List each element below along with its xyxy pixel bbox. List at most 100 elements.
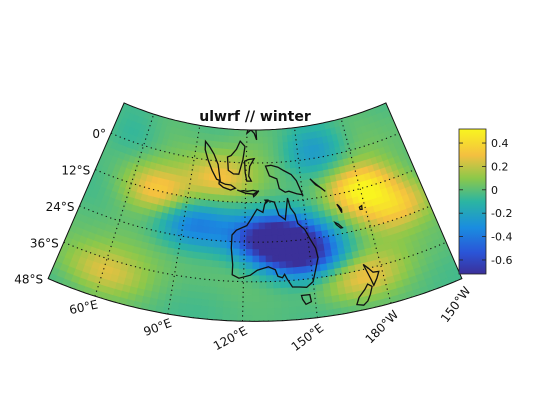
heatmap-cell [240,228,248,236]
heatmap-cell [243,136,249,144]
heatmap-cell [247,142,254,151]
heatmap-cell [196,224,204,233]
heatmap-cell [272,135,279,144]
heatmap-cell [198,205,207,214]
heatmap-cell [267,142,274,150]
heatmap-cell [252,202,260,210]
heatmap-cell [252,301,261,309]
heatmap-cell [316,289,325,299]
heatmap-cell [224,280,233,289]
heatmap-cell [252,255,260,263]
heatmap-cell [296,312,306,320]
heatmap-cell [266,300,275,309]
heatmap-cell [262,142,269,151]
heatmap-cell [221,227,229,236]
heatmap-cell [186,296,196,305]
heatmap-cell [208,226,217,235]
heatmap-cell [258,188,265,197]
heatmap-cell [252,241,260,250]
heatmap-cell [226,241,235,249]
heatmap-cell [232,247,241,256]
colorbar-tick-label: 0.4 [491,137,509,150]
heatmap-cell [267,129,274,137]
heatmap-cell [279,267,288,275]
heatmap-cell [185,303,195,312]
tasmania-coastline [300,293,313,306]
heatmap-cell [230,300,239,309]
heatmap-cell [187,243,196,252]
heatmap-cell [189,277,198,286]
heatmap-cell [258,149,264,157]
heatmap-cell [293,272,302,281]
heatmap-cell [317,296,326,305]
heatmap-cell [194,237,203,246]
colorbar: 0.4 0.2 0 -0.2 -0.4 -0.6 [458,128,512,275]
heatmap-cell [303,304,313,313]
heatmap-cell [292,259,301,268]
heatmap-cell [271,241,280,249]
heatmap-cell [210,272,219,281]
lon-tick-label: 60°E [68,297,99,317]
heatmap-cell [267,314,276,322]
heatmap-cell [273,287,282,295]
heatmap-cell [291,252,300,261]
heatmap-cell [285,180,293,189]
heatmap-cell [208,292,218,301]
vanuatu-coastline [336,203,343,214]
heatmap-cell [222,207,230,216]
heatmap-cell [252,307,261,316]
heatmap-cell [270,221,278,229]
heatmap-cell [201,232,210,241]
heatmap-cell [272,254,280,262]
heatmap-cell [264,188,271,197]
heatmap-cell [220,233,229,242]
heatmap-cell [290,239,299,248]
heatmap-cell [283,220,291,229]
heatmap-cell [245,281,253,289]
heatmap-cell [257,142,264,151]
heatmap-cell [298,252,307,261]
heatmap-cell [239,254,247,263]
heatmap-cell [252,228,260,236]
heatmap-cell [207,239,216,248]
heatmap-cell [285,253,293,262]
heatmap-cell [218,187,226,196]
heatmap-cell [214,233,222,242]
heatmap-cell [188,283,197,292]
heatmap-cell [223,287,232,295]
heatmap-cell [293,199,301,208]
heatmap-cell [182,276,191,285]
heatmap-cell [289,312,298,321]
heatmap-cell [277,135,284,143]
heatmap-cell [216,207,224,215]
heatmap-cell [227,221,236,229]
heatmap-cell [252,281,260,289]
heatmap-cell [315,283,325,292]
heatmap-cell [223,293,232,302]
heatmap-cell [228,208,236,216]
heatmap-cell [273,148,280,157]
heatmap-cell [240,215,248,223]
heatmap-cell [195,231,204,240]
heatmap-cell [239,241,247,250]
heatmap-cell [274,168,281,176]
borneo-coastline [226,140,246,175]
heatmap-cell [304,251,313,260]
coastlines [204,120,380,306]
heatmap-cell [259,314,268,322]
sumatra-coastline [204,139,221,182]
heatmap-cell [238,268,247,276]
heatmap-cell [193,297,203,306]
heatmap-cell [280,280,289,289]
heatmap-cell [233,129,240,137]
heatmap-cell [274,313,283,322]
heatmap-cell [204,265,213,274]
lon-tick-label: 120°E [211,324,250,354]
heatmap-cell [229,201,236,210]
heatmap-cell [237,149,244,157]
heatmap-cell [297,245,306,254]
heatmap-cell [205,199,213,208]
heatmap-cell [196,278,205,287]
heatmap-cell [229,313,239,322]
heatmap-cell [201,298,210,307]
